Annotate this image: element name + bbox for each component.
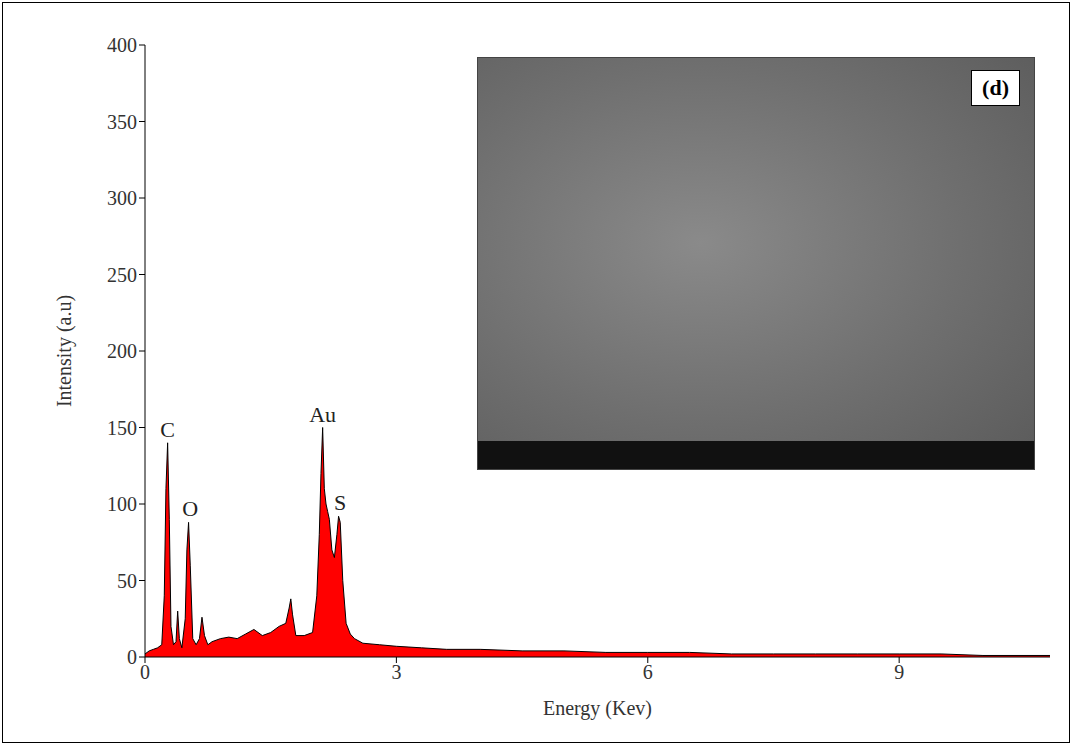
svg-text:3: 3 (391, 661, 401, 683)
svg-text:150: 150 (107, 417, 137, 439)
svg-text:S: S (334, 490, 346, 515)
svg-text:0: 0 (140, 661, 150, 683)
svg-text:350: 350 (107, 111, 137, 133)
svg-text:100: 100 (107, 493, 137, 515)
svg-text:50: 50 (117, 570, 137, 592)
svg-text:C: C (160, 417, 175, 442)
svg-text:O: O (182, 496, 198, 521)
svg-text:Energy (Kev): Energy (Kev) (543, 697, 652, 720)
svg-text:Intensity (a.u): Intensity (a.u) (53, 295, 76, 407)
svg-text:250: 250 (107, 264, 137, 286)
svg-text:400: 400 (107, 34, 137, 56)
svg-text:300: 300 (107, 187, 137, 209)
html-text:(d): (d) (982, 75, 1009, 100)
svg-text:9: 9 (894, 661, 904, 683)
svg-text:6: 6 (643, 661, 653, 683)
svg-text:Au: Au (309, 402, 336, 427)
svg-text:0: 0 (127, 646, 137, 668)
svg-text:200: 200 (107, 340, 137, 362)
